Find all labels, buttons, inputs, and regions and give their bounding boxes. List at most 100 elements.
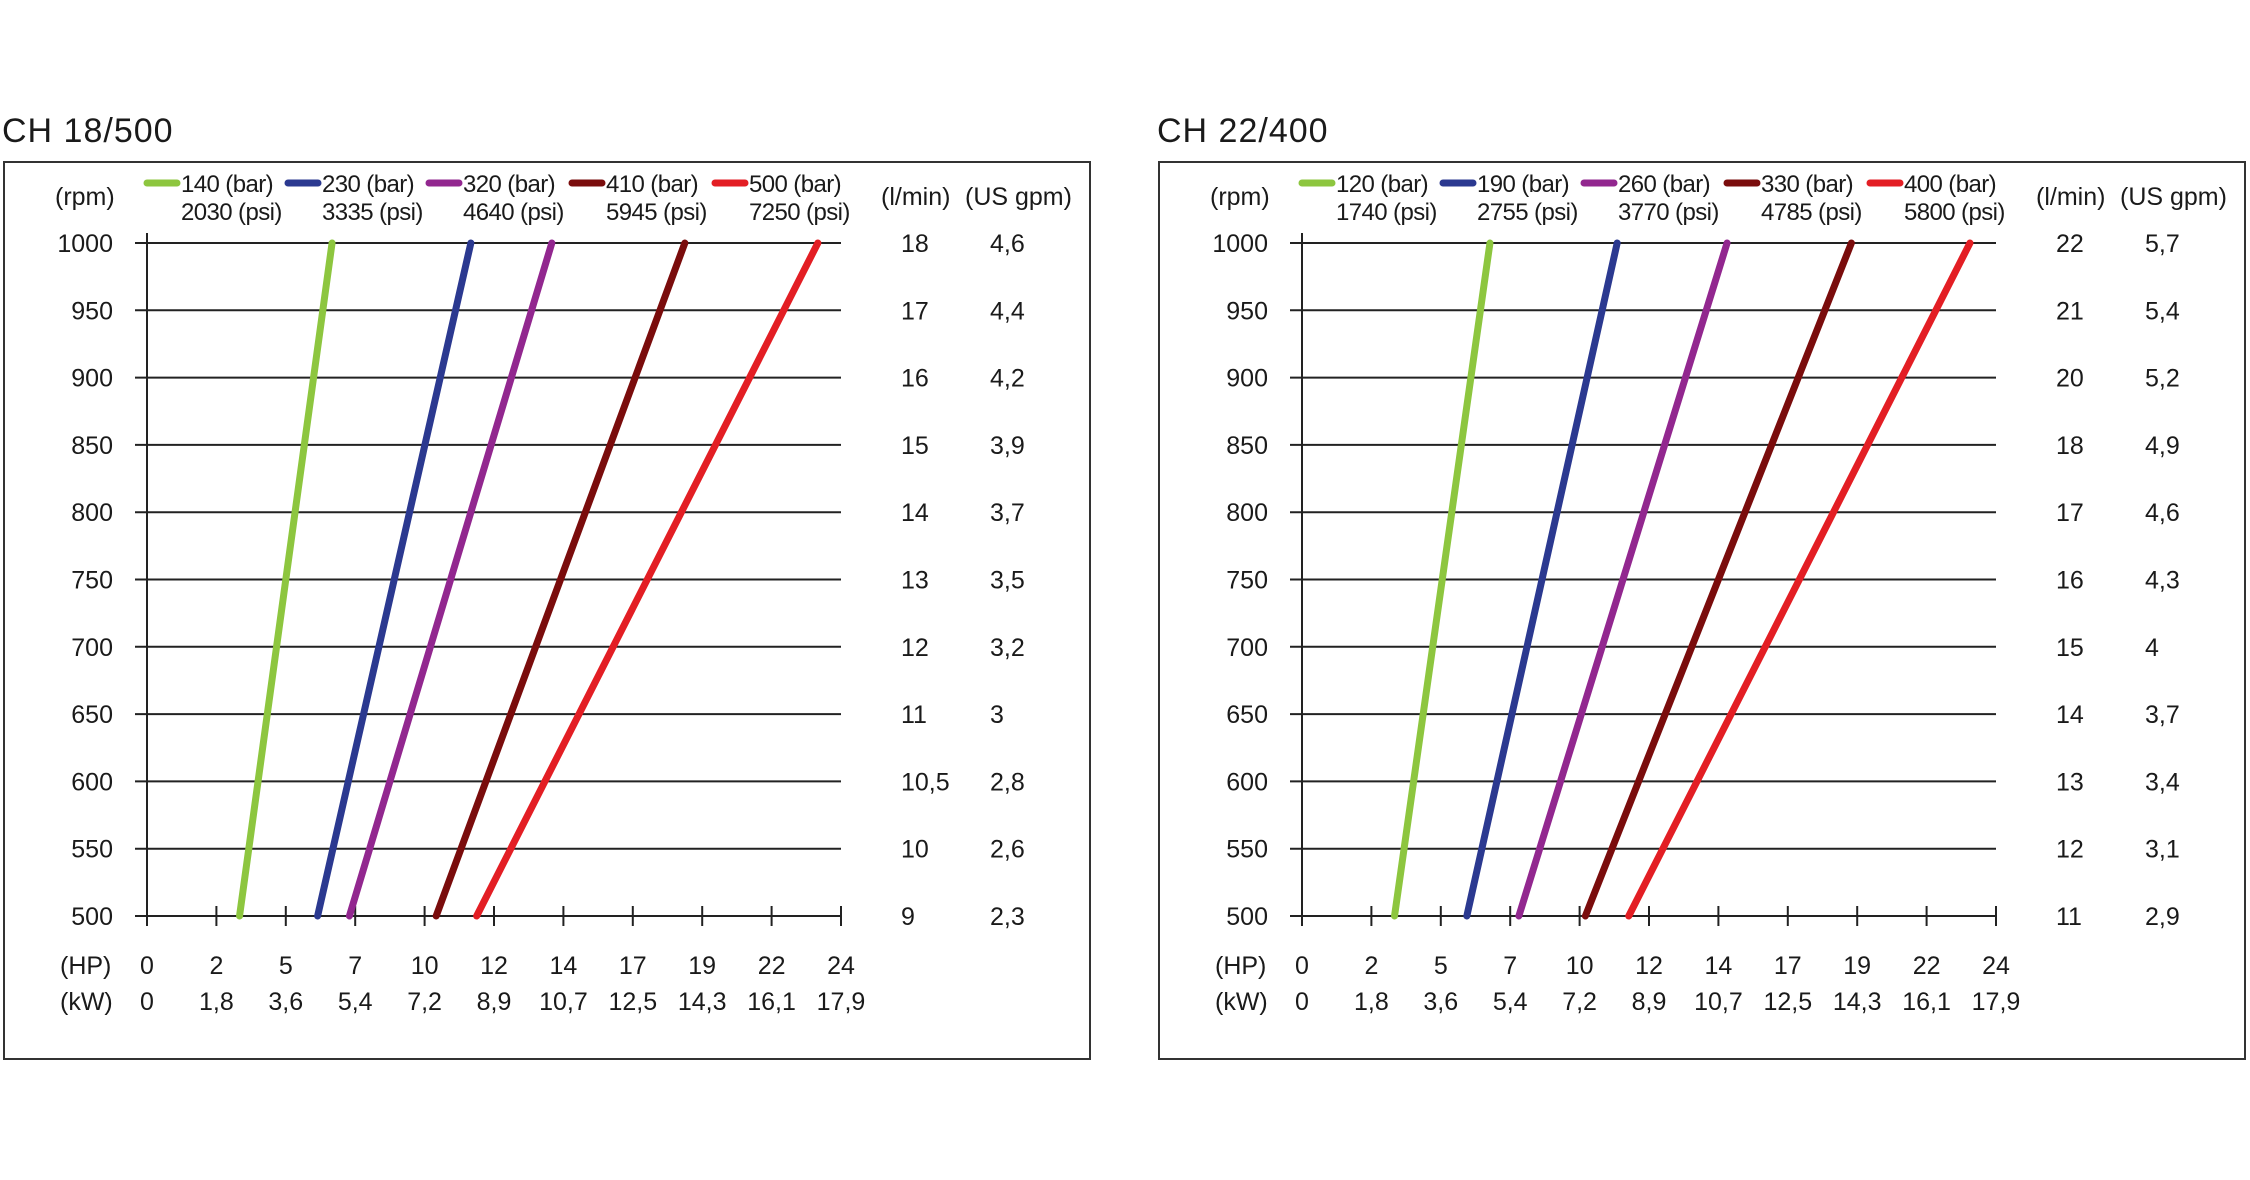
y-tick-gpm: 2,6 [990,836,1025,864]
series-line [314,239,475,920]
x-tick-hp: 22 [758,952,786,980]
y-tick-gpm: 3,7 [990,499,1025,527]
x-tick-kw: 8,9 [477,988,512,1016]
y-tick-gpm: 4 [2145,634,2159,662]
legend-label-psi: 5945 (psi) [606,199,707,226]
x-tick-kw: 16,1 [1902,988,1951,1016]
legend-label-bar: 120 (bar) [1336,171,1428,198]
x-tick-kw: 14,3 [1833,988,1882,1016]
series-line [1391,239,1494,920]
y-tick-gpm: 3,1 [2145,836,2180,864]
legend-label-bar: 400 (bar) [1904,171,1996,198]
y-tick-gpm: 5,7 [2145,230,2180,258]
legend-label-bar: 190 (bar) [1477,171,1569,198]
legend-label-bar: 260 (bar) [1618,171,1710,198]
chart-title: CH 22/400 [1157,112,1329,150]
y-axis-label-gpm: (US gpm) [965,183,1072,211]
y-tick-gpm: 2,3 [990,903,1025,931]
y-tick-rpm: 900 [1226,365,1268,393]
y-tick-gpm: 4,2 [990,365,1025,393]
y-tick-rpm: 600 [1226,768,1268,796]
x-axis-label-hp: (HP) [60,952,111,980]
y-tick-gpm: 2,8 [990,768,1025,796]
y-tick-lmin: 17 [901,297,929,325]
y-tick-lmin: 14 [2056,701,2084,729]
y-tick-lmin: 9 [901,903,915,931]
y-tick-gpm: 5,4 [2145,297,2180,325]
x-tick-kw: 5,4 [338,988,373,1016]
y-tick-lmin: 10 [901,836,929,864]
y-tick-gpm: 3 [990,701,1004,729]
pump-chart-left: (rpm) (l/min) (US gpm) 140 (bar)2030 (psi) 2… [55,171,1072,1016]
y-tick-rpm: 750 [1226,567,1268,595]
y-tick-gpm: 3,7 [2145,701,2180,729]
y-tick-gpm: 3,9 [990,432,1025,460]
x-tick-hp: 0 [1295,952,1309,980]
series-line [473,239,822,920]
y-tick-rpm: 700 [71,634,113,662]
x-tick-kw: 5,4 [1493,988,1528,1016]
y-tick-rpm: 850 [1226,432,1268,460]
legend-label-psi: 1740 (psi) [1336,199,1437,226]
y-tick-gpm: 4,6 [2145,499,2180,527]
y-axis-label-rpm: (rpm) [55,183,115,211]
chart-title: CH 18/500 [2,112,174,150]
x-tick-hp: 24 [827,952,855,980]
series-line [1515,239,1731,920]
y-tick-lmin: 14 [901,499,929,527]
x-tick-kw: 10,7 [539,988,588,1016]
y-axis-label-rpm: (rpm) [1210,183,1270,211]
x-tick-kw: 7,2 [1562,988,1597,1016]
y-tick-gpm: 4,3 [2145,567,2180,595]
x-tick-kw: 16,1 [747,988,796,1016]
chart-frame: (rpm) (l/min) (US gpm) 140 (bar) 2030 (psi) 2… [3,161,1091,1060]
y-tick-lmin: 15 [901,432,929,460]
y-tick-rpm: 500 [1226,903,1268,931]
x-tick-kw: 17,9 [817,988,866,1016]
y-tick-rpm: 800 [1226,499,1268,527]
series-line [345,239,556,920]
x-tick-hp: 0 [140,952,154,980]
y-tick-rpm: 550 [71,836,113,864]
y-tick-lmin: 10,5 [901,768,950,796]
y-tick-gpm: 3,5 [990,567,1025,595]
x-tick-hp: 24 [1982,952,2010,980]
y-tick-gpm: 3,2 [990,634,1025,662]
series-line [236,239,336,920]
legend-label-psi: 4785 (psi) [1761,199,1862,226]
y-tick-lmin: 22 [2056,230,2084,258]
y-tick-rpm: 900 [71,365,113,393]
legend-label-psi: 3335 (psi) [322,199,423,226]
chart-frame: (rpm) (l/min) (US gpm) 120 (bar) 1740 (psi) 1… [1158,161,2246,1060]
x-tick-hp: 19 [688,952,716,980]
y-tick-lmin: 11 [901,701,927,729]
x-tick-kw: 14,3 [678,988,727,1016]
x-tick-kw: 7,2 [407,988,442,1016]
y-tick-rpm: 800 [71,499,113,527]
legend-label-psi: 2030 (psi) [181,199,282,226]
x-axis-label-kw: (kW) [60,988,113,1016]
y-tick-lmin: 17 [2056,499,2084,527]
y-tick-rpm: 650 [1226,701,1268,729]
legend-label-psi: 2755 (psi) [1477,199,1578,226]
legend-label-bar: 410 (bar) [606,171,698,198]
x-tick-hp: 2 [209,952,223,980]
x-tick-kw: 17,9 [1972,988,2021,1016]
y-axis-label-lmin: (l/min) [881,183,950,211]
y-tick-lmin: 18 [2056,432,2084,460]
y-tick-gpm: 5,2 [2145,365,2180,393]
y-tick-rpm: 850 [71,432,113,460]
x-tick-hp: 10 [1566,952,1594,980]
pump-chart-right: (rpm) (l/min) (US gpm) 120 (bar)1740 (psi) 1… [1210,171,2227,1016]
y-tick-rpm: 600 [71,768,113,796]
y-axis-label-gpm: (US gpm) [2120,183,2227,211]
x-tick-hp: 22 [1913,952,1941,980]
y-tick-rpm: 750 [71,567,113,595]
series-line [1463,239,1621,920]
x-tick-kw: 10,7 [1694,988,1743,1016]
y-tick-rpm: 1000 [1212,230,1268,258]
y-tick-lmin: 16 [2056,567,2084,595]
series-line [432,239,689,920]
x-tick-hp: 14 [549,952,577,980]
legend-label-psi: 7250 (psi) [749,199,850,226]
